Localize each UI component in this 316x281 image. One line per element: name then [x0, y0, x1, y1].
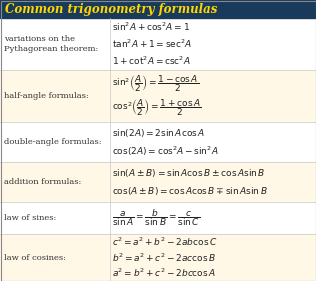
Text: $1 + \cot^2\!A = \csc^2\!A$: $1 + \cot^2\!A = \csc^2\!A$: [112, 55, 191, 67]
Text: law of sines:: law of sines:: [4, 214, 56, 222]
Text: $\dfrac{a}{\sin A} = \dfrac{b}{\sin B} = \dfrac{c}{\sin C}$: $\dfrac{a}{\sin A} = \dfrac{b}{\sin B} =…: [112, 208, 200, 228]
Text: $\sin^2\!\left(\dfrac{A}{2}\right) = \dfrac{1-\cos A}{2}$: $\sin^2\!\left(\dfrac{A}{2}\right) = \df…: [112, 74, 199, 94]
Text: $a^2 = b^2 + c^2 - 2bc\cos A$: $a^2 = b^2 + c^2 - 2bc\cos A$: [112, 267, 216, 279]
Text: $\cos^2\!\left(\dfrac{A}{2}\right) = \dfrac{1+\cos A}{2}$: $\cos^2\!\left(\dfrac{A}{2}\right) = \df…: [112, 98, 201, 118]
Text: Common trigonometry formulas: Common trigonometry formulas: [5, 3, 217, 15]
Bar: [0, 162, 316, 202]
Text: half-angle formulas:: half-angle formulas:: [4, 92, 89, 100]
Text: $\tan^2\!A + 1 = \sec^2\!A$: $\tan^2\!A + 1 = \sec^2\!A$: [112, 38, 192, 50]
Text: $\sin(2A) = 2\sin A \cos A$: $\sin(2A) = 2\sin A \cos A$: [112, 127, 205, 139]
Text: law of cosines:: law of cosines:: [4, 253, 66, 262]
Text: $\cos(2A) = \cos^2\!A - \sin^2\!A$: $\cos(2A) = \cos^2\!A - \sin^2\!A$: [112, 144, 219, 158]
Text: $c^2 = a^2 + b^2 - 2ab\cos C$: $c^2 = a^2 + b^2 - 2ab\cos C$: [112, 236, 217, 248]
Bar: [0, 234, 316, 281]
Text: addition formulas:: addition formulas:: [4, 178, 82, 186]
Text: $\sin^2\!A + \cos^2\!A = 1$: $\sin^2\!A + \cos^2\!A = 1$: [112, 21, 190, 33]
Bar: [0, 0, 316, 18]
Bar: [0, 122, 316, 162]
Text: variations on the
Pythagorean theorem:: variations on the Pythagorean theorem:: [4, 35, 98, 53]
Bar: [0, 18, 316, 70]
Text: $\sin(A \pm B) = \sin A\cos B \pm \cos A\sin B$: $\sin(A \pm B) = \sin A\cos B \pm \cos A…: [112, 167, 265, 179]
Text: double-angle formulas:: double-angle formulas:: [4, 138, 102, 146]
Bar: [0, 70, 316, 122]
Text: $b^2 = a^2 + c^2 - 2ac\cos B$: $b^2 = a^2 + c^2 - 2ac\cos B$: [112, 251, 216, 264]
Bar: [0, 202, 316, 234]
Text: $\cos(A \pm B) = \cos A\cos B \mp \sin A\sin B$: $\cos(A \pm B) = \cos A\cos B \mp \sin A…: [112, 185, 268, 197]
